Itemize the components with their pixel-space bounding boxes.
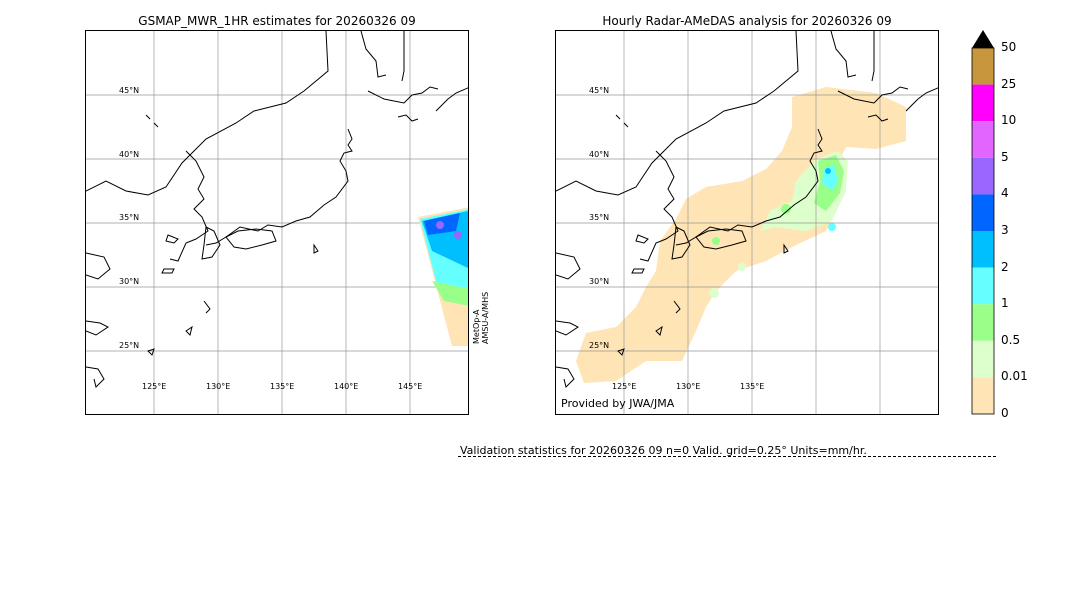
colorbar (971, 30, 995, 415)
data-credit: Provided by JWA/JMA (561, 397, 675, 410)
colorbar-segment (972, 157, 994, 195)
right-lon-label: 130°E (676, 382, 701, 391)
right-coastlines (556, 31, 938, 388)
colorbar-segment (972, 231, 994, 268)
colorbar-segment (972, 84, 994, 122)
colorbar-segment (972, 377, 994, 414)
colorbar-segment (972, 48, 994, 85)
colorbar-label: 25 (1001, 76, 1017, 91)
left-lon-label: 145°E (398, 382, 423, 391)
left-map-canvas (86, 31, 468, 414)
right-lat-label: 45°N (589, 86, 610, 95)
left-lat-label: 30°N (119, 277, 140, 286)
left-lat-label: 40°N (119, 150, 140, 159)
colorbar-label: 4 (1001, 186, 1009, 201)
left-map-title: GSMAP_MWR_1HR estimates for 20260326 09 (138, 14, 416, 28)
colorbar-label: 0.5 (1001, 332, 1021, 347)
left-lon-label: 130°E (206, 382, 231, 391)
colorbar-segment (972, 194, 994, 231)
left-grid (86, 31, 468, 414)
right-grid (556, 31, 938, 414)
left-lat-label: 45°N (119, 86, 140, 95)
satellite-label: MetOp-A (472, 309, 481, 344)
colorbar-extend-arrow (972, 30, 994, 48)
left-lon-label: 135°E (270, 382, 295, 391)
right-map: 45°N 40°N 35°N 30°N 25°N 125°E 130°E 135… (555, 30, 939, 415)
left-map: 45°N 40°N 35°N 30°N 25°N 125°E 130°E 135… (85, 30, 469, 415)
colorbar-label: 3 (1001, 223, 1009, 237)
validation-divider (458, 456, 996, 457)
colorbar-segment (972, 267, 994, 305)
left-lon-label: 125°E (142, 382, 167, 391)
right-lat-label: 25°N (589, 341, 610, 350)
colorbar-label: 0 (1001, 406, 1009, 420)
colorbar-label: 50 (1001, 40, 1017, 54)
left-lat-label: 35°N (119, 213, 140, 222)
colorbar-frame (971, 47, 995, 415)
sensor-label: AMSU-A/MHS (481, 291, 490, 344)
colorbar-label: 0.01 (1001, 369, 1028, 384)
colorbar-label: 1 (1001, 296, 1009, 311)
colorbar-label: 2 (1001, 259, 1009, 274)
left-lat-label: 25°N (119, 341, 140, 350)
colorbar-segment (972, 121, 994, 158)
colorbar-label: 5 (1001, 149, 1009, 164)
satellite-swath (418, 207, 468, 346)
colorbar-label: 10 (1001, 113, 1017, 128)
colorbar-segment (972, 304, 994, 341)
right-lon-label: 125°E (612, 382, 637, 391)
right-map-title: Hourly Radar-AMeDAS analysis for 2026032… (602, 14, 892, 28)
precipitation-area (576, 87, 906, 383)
right-lat-label: 30°N (589, 277, 610, 286)
left-coastlines (86, 31, 468, 388)
right-lat-label: 35°N (589, 213, 610, 222)
right-lat-label: 40°N (589, 150, 610, 159)
validation-statistics: Validation statistics for 20260326 09 n=… (460, 444, 867, 457)
colorbar-segment (972, 340, 994, 378)
right-map-canvas (556, 31, 938, 414)
left-lon-label: 140°E (334, 382, 359, 391)
right-lon-label: 135°E (740, 382, 765, 391)
